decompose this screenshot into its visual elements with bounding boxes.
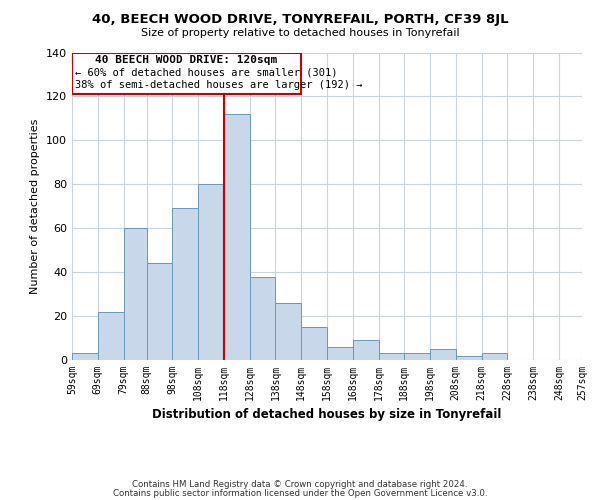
Bar: [275, 303, 301, 360]
Bar: [327, 347, 353, 360]
Bar: [404, 354, 430, 360]
Text: 40, BEECH WOOD DRIVE, TONYREFAIL, PORTH, CF39 8JL: 40, BEECH WOOD DRIVE, TONYREFAIL, PORTH,…: [92, 12, 508, 26]
Bar: [98, 312, 124, 360]
Text: Size of property relative to detached houses in Tonyrefail: Size of property relative to detached ho…: [140, 28, 460, 38]
Bar: [198, 184, 224, 360]
Text: ← 60% of detached houses are smaller (301): ← 60% of detached houses are smaller (30…: [74, 68, 337, 78]
Text: 38% of semi-detached houses are larger (192) →: 38% of semi-detached houses are larger (…: [74, 80, 362, 90]
Text: Contains public sector information licensed under the Open Government Licence v3: Contains public sector information licen…: [113, 488, 487, 498]
Text: Contains HM Land Registry data © Crown copyright and database right 2024.: Contains HM Land Registry data © Crown c…: [132, 480, 468, 489]
Bar: [379, 354, 404, 360]
Text: 40 BEECH WOOD DRIVE: 120sqm: 40 BEECH WOOD DRIVE: 120sqm: [95, 54, 278, 64]
Bar: [430, 349, 456, 360]
Bar: [146, 264, 172, 360]
Bar: [224, 114, 250, 360]
Bar: [301, 327, 327, 360]
Bar: [124, 228, 146, 360]
Bar: [72, 354, 98, 360]
Bar: [250, 276, 275, 360]
X-axis label: Distribution of detached houses by size in Tonyrefail: Distribution of detached houses by size …: [152, 408, 502, 422]
Bar: [482, 354, 508, 360]
Bar: [172, 208, 198, 360]
Bar: [353, 340, 379, 360]
FancyBboxPatch shape: [72, 52, 301, 94]
Bar: [456, 356, 482, 360]
Y-axis label: Number of detached properties: Number of detached properties: [31, 118, 40, 294]
